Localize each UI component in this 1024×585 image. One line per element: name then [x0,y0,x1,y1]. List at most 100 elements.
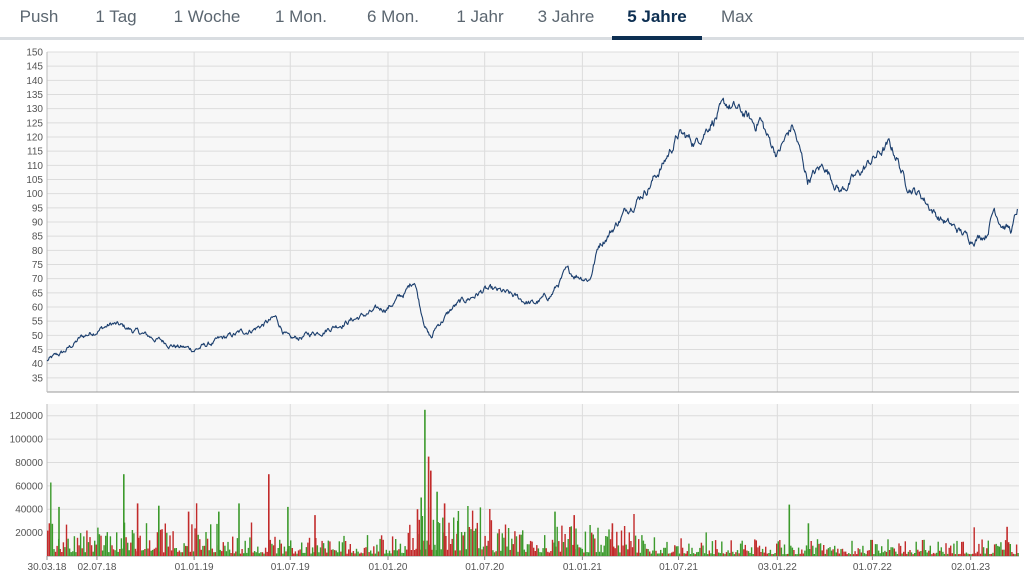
volume-bar [758,545,761,556]
x-tick-label: 01.01.19 [175,562,214,573]
tab-1-woche[interactable]: 1 Woche [173,7,241,26]
volume-bar [221,551,223,556]
volume-bar [61,552,63,556]
volume-bar [848,553,850,556]
volume-bar [851,540,853,556]
volume-bar [581,548,584,556]
volume-spike-bar [443,503,446,556]
volume-bar [722,553,725,556]
price-y-tick-label: 150 [26,48,43,59]
volume-bar [67,538,69,556]
volume-bar [1000,542,1002,556]
volume-bar [253,551,256,556]
volume-bar [50,482,52,556]
volume-bar [747,551,750,556]
tab-1-jahr[interactable]: 1 Jahr [456,7,504,26]
volume-bar [903,551,905,556]
volume-bar [718,552,720,556]
volume-bar [699,547,701,556]
volume-bar [283,546,286,556]
volume-bar [677,546,679,556]
volume-bar [655,550,657,556]
volume-bar [663,547,665,556]
x-tick-label: 01.01.20 [369,562,408,573]
volume-bar [197,534,199,556]
volume-bar [783,544,786,556]
volume-bar [545,548,547,556]
volume-bar [398,549,400,556]
volume-bar [1004,540,1007,556]
volume-bar [75,552,77,556]
volume-bar [845,551,847,556]
tab-push[interactable]: Push [19,7,59,26]
volume-bar [475,528,477,556]
volume-bar [247,547,250,556]
volume-bar [797,547,800,556]
volume-bar [547,551,549,556]
volume-bar [984,553,986,556]
volume-bar [961,541,963,556]
volume-bar [134,548,137,556]
volume-bar [598,551,601,556]
price-y-tick-label: 130 [26,104,43,115]
tab-1-mon[interactable]: 1 Mon. [275,7,327,26]
volume-bar [957,554,960,556]
volume-bar [203,545,206,556]
volume-bar [895,551,897,556]
volume-bar [658,553,660,556]
volume-bar [666,541,668,556]
volume-bar [322,543,325,556]
volume-bar [769,549,772,556]
volume-bar [199,539,201,556]
volume-bar [920,551,922,556]
volume-bar [127,542,129,556]
volume-bar [355,548,358,556]
volume-bar [660,549,662,556]
volume-bar [90,545,93,556]
volume-bar [779,540,781,556]
tab-3-jahre[interactable]: 3 Jahre [537,7,595,26]
tab-5-jahre[interactable]: 5 Jahre [612,0,702,40]
volume-bar [181,552,184,556]
tab-max[interactable]: Max [720,7,754,26]
volume-bar [671,552,673,556]
volume-bar [846,554,848,556]
volume-bar [368,552,370,556]
volume-bar [479,507,482,556]
volume-bar [219,549,221,556]
volume-bar [650,553,653,556]
volume-bar [351,552,353,556]
volume-spike-bar [436,491,438,556]
x-tick-label: 02.07.18 [77,562,116,573]
volume-spike-bar [573,515,575,556]
volume-bar [263,553,265,556]
volume-bar [564,534,566,556]
volume-bar [1001,549,1004,556]
tab-6-mon[interactable]: 6 Mon. [367,7,419,26]
volume-bar [388,550,391,556]
volume-bar [481,549,483,556]
price-y-tick-label: 55 [32,317,44,328]
volume-bar [395,539,397,556]
price-y-tick-label: 75 [32,260,44,271]
volume-bar [159,529,162,556]
volume-bar [625,544,627,556]
volume-bar [512,544,515,556]
price-y-tick-label: 45 [32,345,44,356]
volume-bar [360,552,362,556]
volume-bar [860,552,863,556]
volume-bar [48,523,51,556]
volume-bar [81,548,83,556]
volume-bar [940,547,943,556]
volume-bar [291,548,294,556]
volume-bar [120,538,123,556]
price-series-line [46,97,1018,362]
tab-1-tag[interactable]: 1 Tag [95,7,137,26]
volume-bar [873,554,875,556]
price-y-tick-label: 120 [26,133,43,144]
volume-bar [946,553,949,556]
volume-bar [681,547,684,556]
price-y-tick-label: 140 [26,76,43,87]
volume-bar [649,551,651,556]
volume-bar [838,553,841,556]
